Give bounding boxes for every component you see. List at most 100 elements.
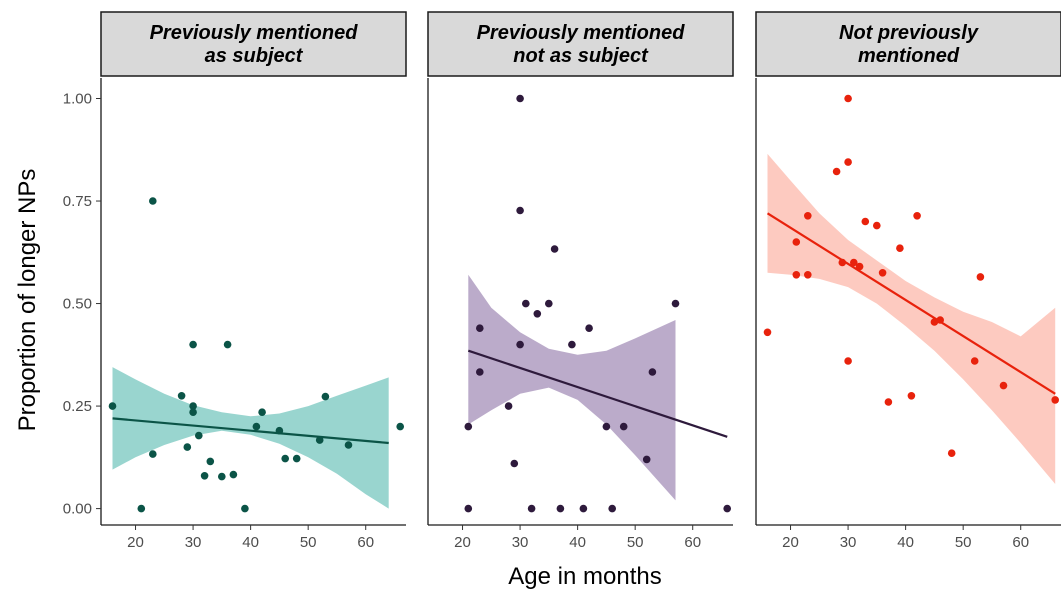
regression-line [112,417,389,445]
facet-title-line: as subject [205,45,304,67]
data-point [976,273,985,281]
data-point [579,504,588,513]
data-point [183,443,192,451]
data-point [550,245,559,253]
confidence-band [468,274,676,501]
data-point [999,381,1008,390]
data-point [642,455,651,464]
x-tick-label: 30 [185,534,202,551]
data-point [970,357,979,365]
data-point [608,504,616,513]
data-point [321,392,330,401]
y-tick-label: 0.25 [63,398,92,415]
data-point [907,392,916,400]
confidence-band [112,367,389,509]
x-tick-label: 40 [897,534,914,551]
x-tick-label: 50 [955,534,972,551]
data-point [838,258,847,267]
data-point [241,504,249,513]
data-point [913,212,921,220]
x-axis-title: Age in months [508,563,661,590]
x-tick-label: 50 [627,534,644,551]
data-point [763,328,772,337]
data-point [344,441,353,449]
data-point [930,318,939,326]
data-point [844,357,852,365]
data-point [855,262,864,271]
confidence-band [767,153,1056,484]
regression-line [766,212,1056,395]
data-point [396,422,405,431]
data-point [832,167,841,176]
data-point [292,454,301,463]
data-point [177,392,186,400]
data-point [844,158,852,166]
y-tick-label: 0.75 [63,193,92,210]
x-tick-label: 60 [357,534,374,551]
data-point [1051,396,1059,404]
data-point [522,299,530,308]
x-tick-label: 30 [512,534,529,551]
data-point [464,504,473,513]
facet-title-line: Previously mentioned [477,22,686,44]
data-point [189,408,197,417]
data-point [516,94,524,103]
data-point [602,422,611,431]
x-tick-label: 20 [127,534,144,551]
data-point [258,408,266,417]
data-point [884,398,893,406]
facet-title-line: not as subject [513,45,649,67]
data-point [516,206,524,215]
data-point [315,436,324,444]
data-point [137,504,146,513]
y-tick-label: 0.00 [63,501,92,518]
data-point [464,422,473,431]
data-point [223,340,232,349]
data-point [527,504,536,513]
facet-strip [755,11,1061,77]
data-point [476,324,484,333]
data-point [804,212,812,220]
data-point [556,504,565,513]
data-point [275,426,284,435]
data-point [585,324,593,333]
data-point [108,402,117,410]
data-point [648,368,657,376]
x-tick-label: 50 [300,534,317,551]
data-point [844,94,852,103]
facet-title-line: Not previously [839,22,979,44]
data-point [947,449,956,458]
data-point [850,258,858,267]
x-tick-label: 20 [454,534,471,551]
data-point [896,244,904,252]
regression-line [467,349,728,438]
facet-title-line: mentioned [858,45,960,67]
data-point [568,340,576,349]
x-tick-label: 60 [684,534,701,551]
y-tick-label: 1.00 [63,91,92,108]
data-point [516,340,524,349]
x-tick-label: 40 [242,534,259,551]
facet-strip [427,11,734,77]
data-point [229,470,238,479]
data-point [936,316,944,324]
data-point [476,368,484,376]
facet-title-line: Previously mentioned [150,22,359,44]
data-point [804,271,812,279]
data-point [878,269,887,277]
data-point [619,422,628,431]
facet-strip [100,11,407,77]
data-point [218,472,226,481]
x-tick-label: 60 [1012,534,1029,551]
data-point [149,450,157,458]
y-axis: 0.00 0.25 0.50 0.75 1.00 [63,91,101,518]
data-point [545,299,553,308]
data-point [792,271,801,279]
data-point [792,238,801,246]
data-point [510,459,519,468]
